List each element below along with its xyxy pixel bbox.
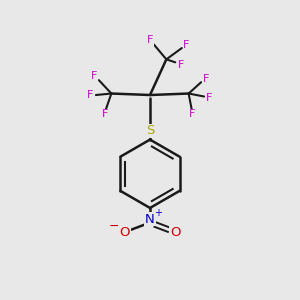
Text: O: O	[170, 226, 181, 239]
Text: N: N	[145, 213, 155, 226]
Text: F: F	[178, 60, 184, 70]
Text: S: S	[146, 124, 154, 137]
Text: +: +	[154, 208, 162, 218]
Text: F: F	[206, 93, 213, 103]
Text: F: F	[188, 109, 195, 119]
Text: F: F	[102, 109, 108, 119]
Text: F: F	[203, 74, 209, 84]
Text: F: F	[91, 71, 97, 81]
Text: F: F	[87, 90, 94, 100]
Text: F: F	[183, 40, 190, 50]
Text: O: O	[119, 226, 130, 239]
Text: −: −	[109, 220, 120, 232]
Text: F: F	[147, 35, 153, 45]
